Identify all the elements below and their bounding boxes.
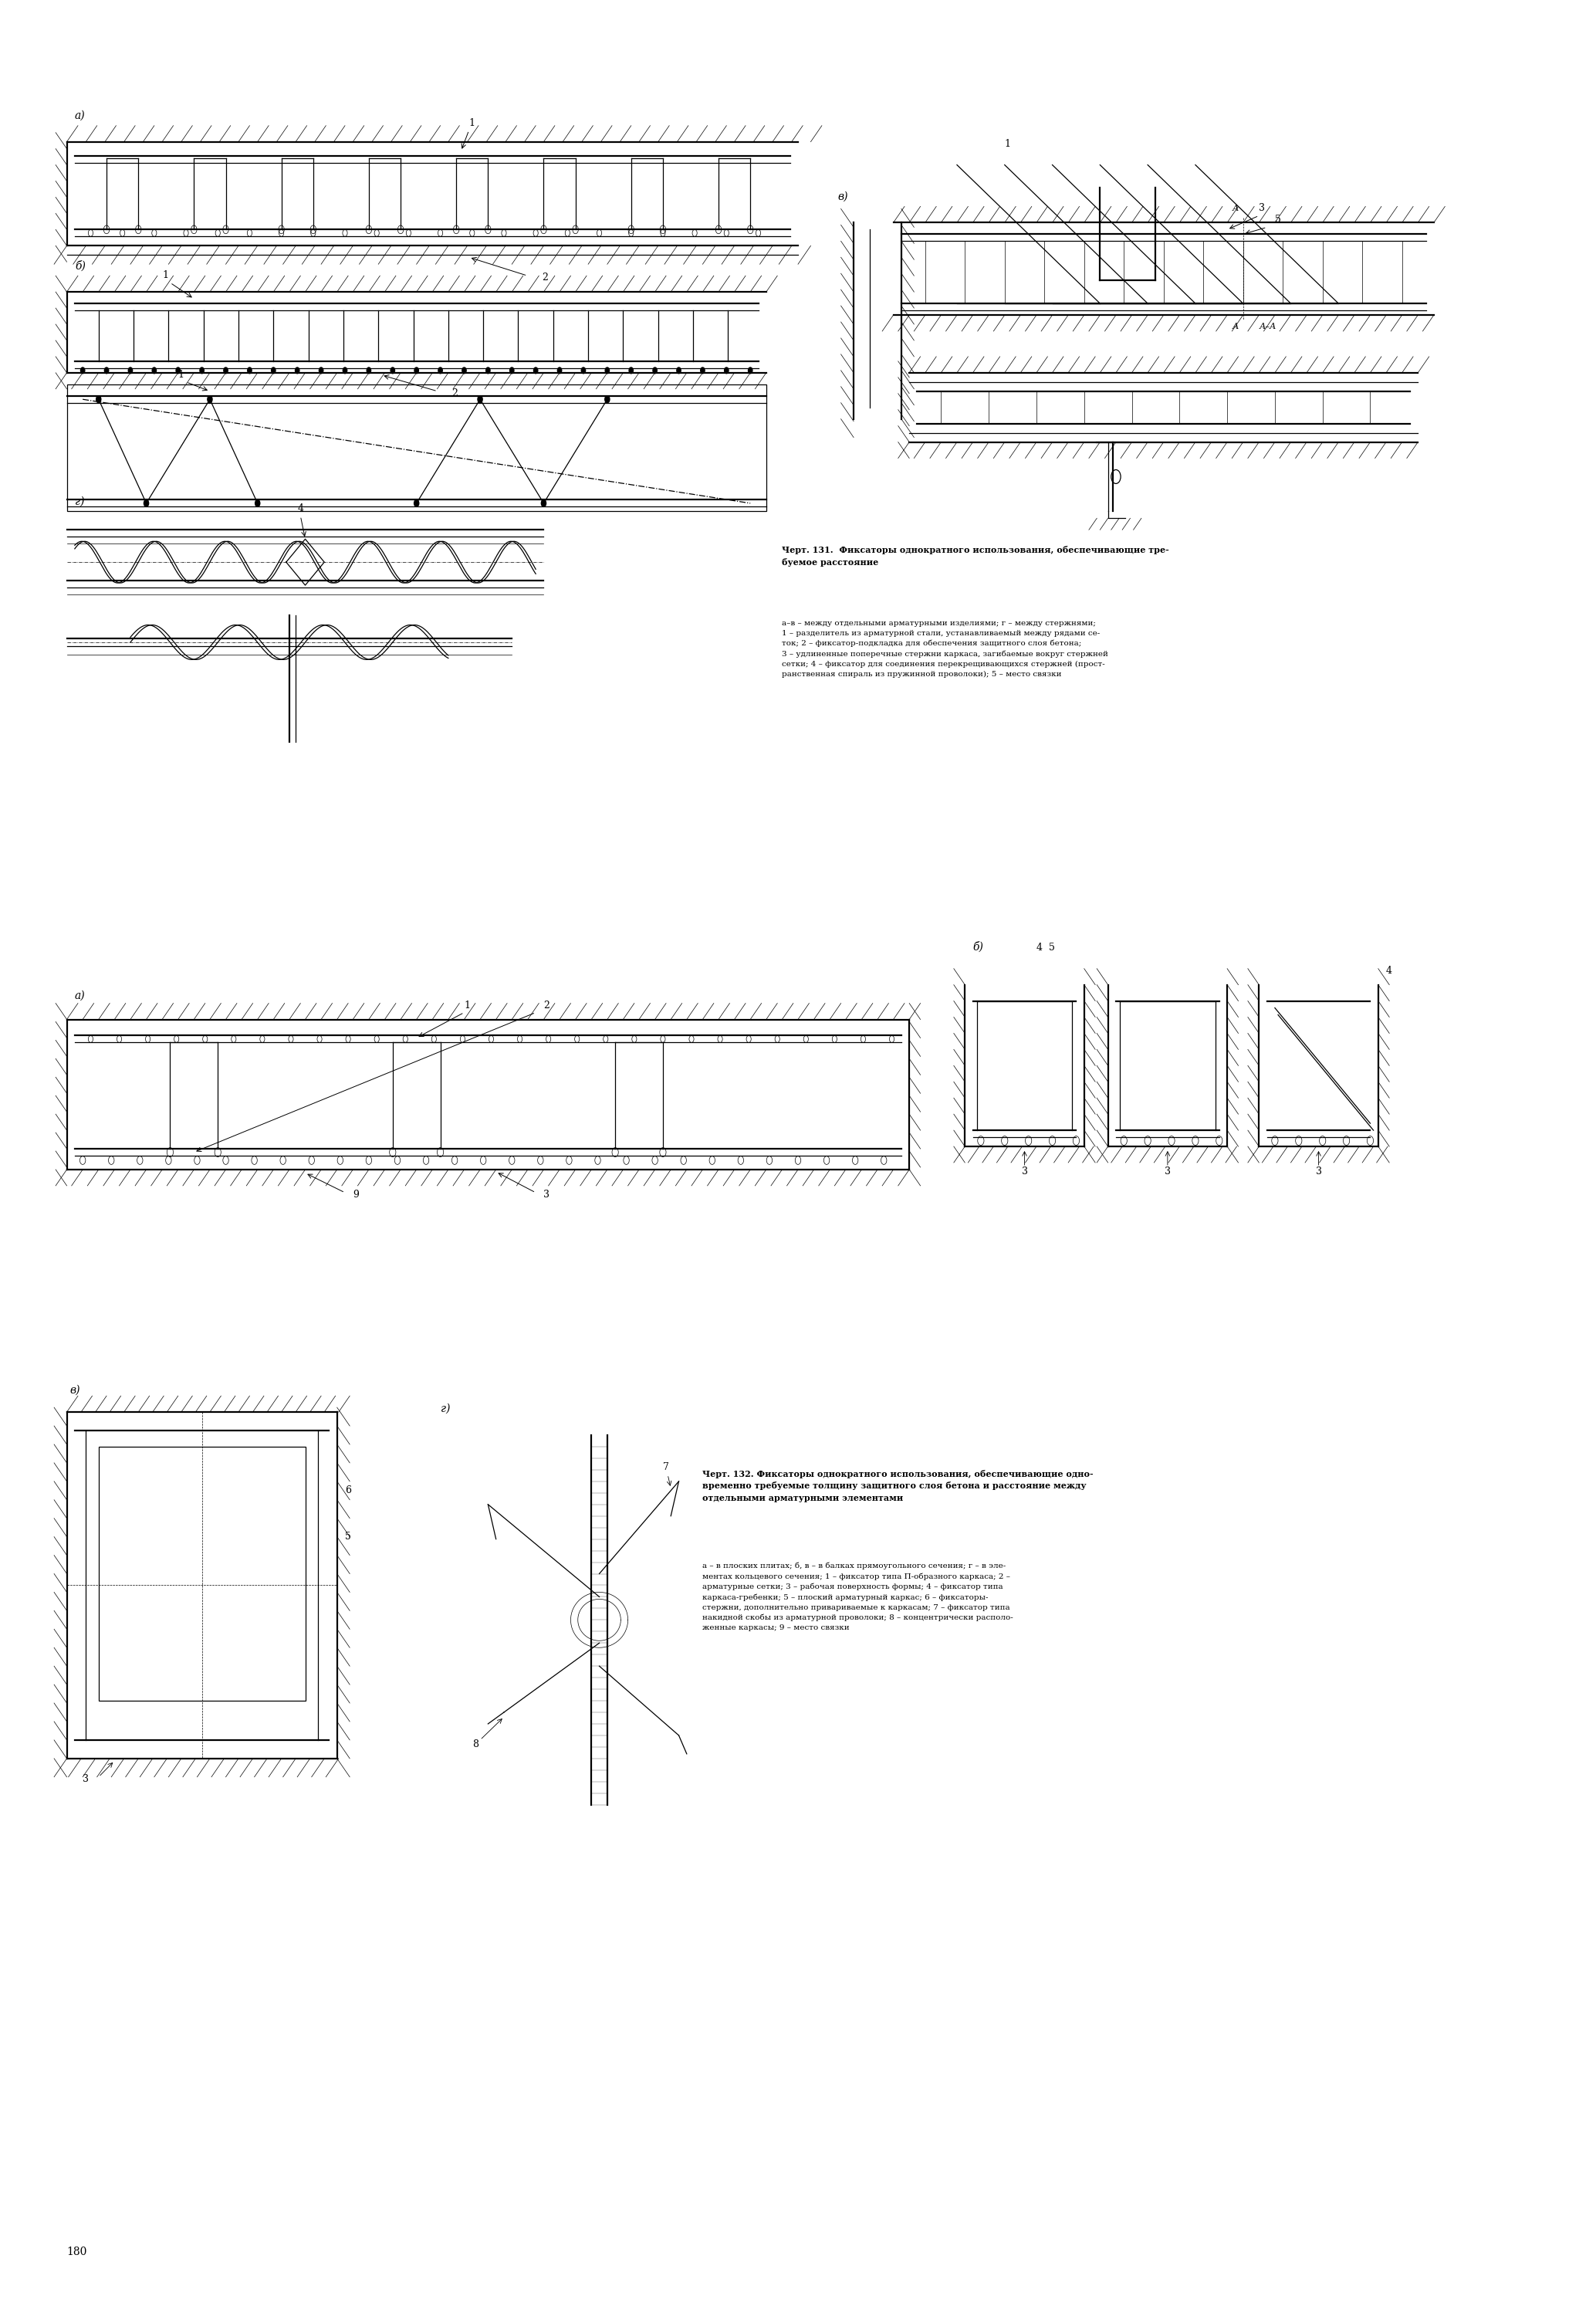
Text: в): в) [70,1385,80,1397]
Circle shape [223,368,228,373]
Text: А: А [1232,322,1238,331]
Text: 8: 8 [472,1739,479,1749]
Circle shape [677,368,681,373]
Circle shape [343,368,346,373]
Circle shape [255,500,260,507]
Text: 3: 3 [83,1774,89,1783]
Text: 3: 3 [544,1190,551,1200]
Circle shape [629,368,634,373]
Circle shape [200,368,204,373]
Text: 9: 9 [353,1190,359,1200]
Circle shape [477,396,482,403]
Text: а–в – между отдельными арматурными изделиями; г – между стержнями;
1 – разделите: а–в – между отдельными арматурными издел… [782,621,1109,679]
Circle shape [176,368,180,373]
Text: 4: 4 [297,503,303,514]
Circle shape [605,396,610,403]
Text: 1: 1 [464,1001,471,1010]
Text: 3: 3 [1259,204,1266,213]
Text: г): г) [440,1403,450,1415]
Text: а): а) [75,111,85,120]
Text: 180: 180 [67,2247,88,2258]
Circle shape [104,368,109,373]
Circle shape [413,500,418,507]
Bar [67,384,766,512]
Circle shape [749,368,752,373]
Circle shape [541,500,546,507]
Text: А–А: А–А [1259,322,1277,331]
Text: 7: 7 [662,1461,669,1473]
Circle shape [509,368,514,373]
Text: 1: 1 [469,118,476,127]
Circle shape [533,368,538,373]
Text: 6: 6 [345,1485,351,1496]
Circle shape [144,500,148,507]
Text: 3: 3 [1021,1167,1028,1177]
Circle shape [207,396,212,403]
Circle shape [725,368,728,373]
Circle shape [463,368,466,373]
Text: 4  5: 4 5 [1036,943,1055,952]
Text: 1: 1 [163,271,168,280]
Text: 5: 5 [345,1531,351,1542]
Text: г): г) [75,496,85,507]
Text: в): в) [838,190,847,201]
Circle shape [653,368,658,373]
Text: Черт. 132. Фиксаторы однократного использования, обеспечивающие одно-
временно т: Черт. 132. Фиксаторы однократного исполь… [702,1471,1093,1503]
Text: 1: 1 [179,371,184,380]
Circle shape [295,368,300,373]
Text: а – в плоских плитах; б, в – в балках прямоугольного сечения; г – в эле-
ментах : а – в плоских плитах; б, в – в балках пр… [702,1563,1013,1630]
Circle shape [415,368,418,373]
Circle shape [247,368,252,373]
Text: 2: 2 [544,1001,549,1010]
Text: 2: 2 [452,389,458,398]
Text: б): б) [75,259,86,271]
Circle shape [439,368,442,373]
Circle shape [485,368,490,373]
Circle shape [96,396,101,403]
Circle shape [319,368,324,373]
Text: А: А [1232,204,1238,213]
Text: а): а) [75,991,85,1001]
Text: 5: 5 [1275,215,1282,225]
Text: Черт. 131.  Фиксаторы однократного использования, обеспечивающие тре-
буемое рас: Черт. 131. Фиксаторы однократного исполь… [782,547,1170,567]
Text: 4: 4 [1387,966,1392,975]
Circle shape [152,368,156,373]
Text: 2: 2 [543,273,547,283]
Circle shape [557,368,562,373]
Text: б): б) [974,940,983,952]
Circle shape [81,368,85,373]
Text: 1: 1 [1004,139,1010,148]
Circle shape [581,368,586,373]
Circle shape [128,368,132,373]
Circle shape [271,368,276,373]
Circle shape [701,368,705,373]
Circle shape [605,368,610,373]
Text: 3: 3 [1315,1167,1321,1177]
Text: 3: 3 [1165,1167,1170,1177]
Circle shape [391,368,394,373]
Circle shape [367,368,370,373]
Bar [99,1448,305,1700]
